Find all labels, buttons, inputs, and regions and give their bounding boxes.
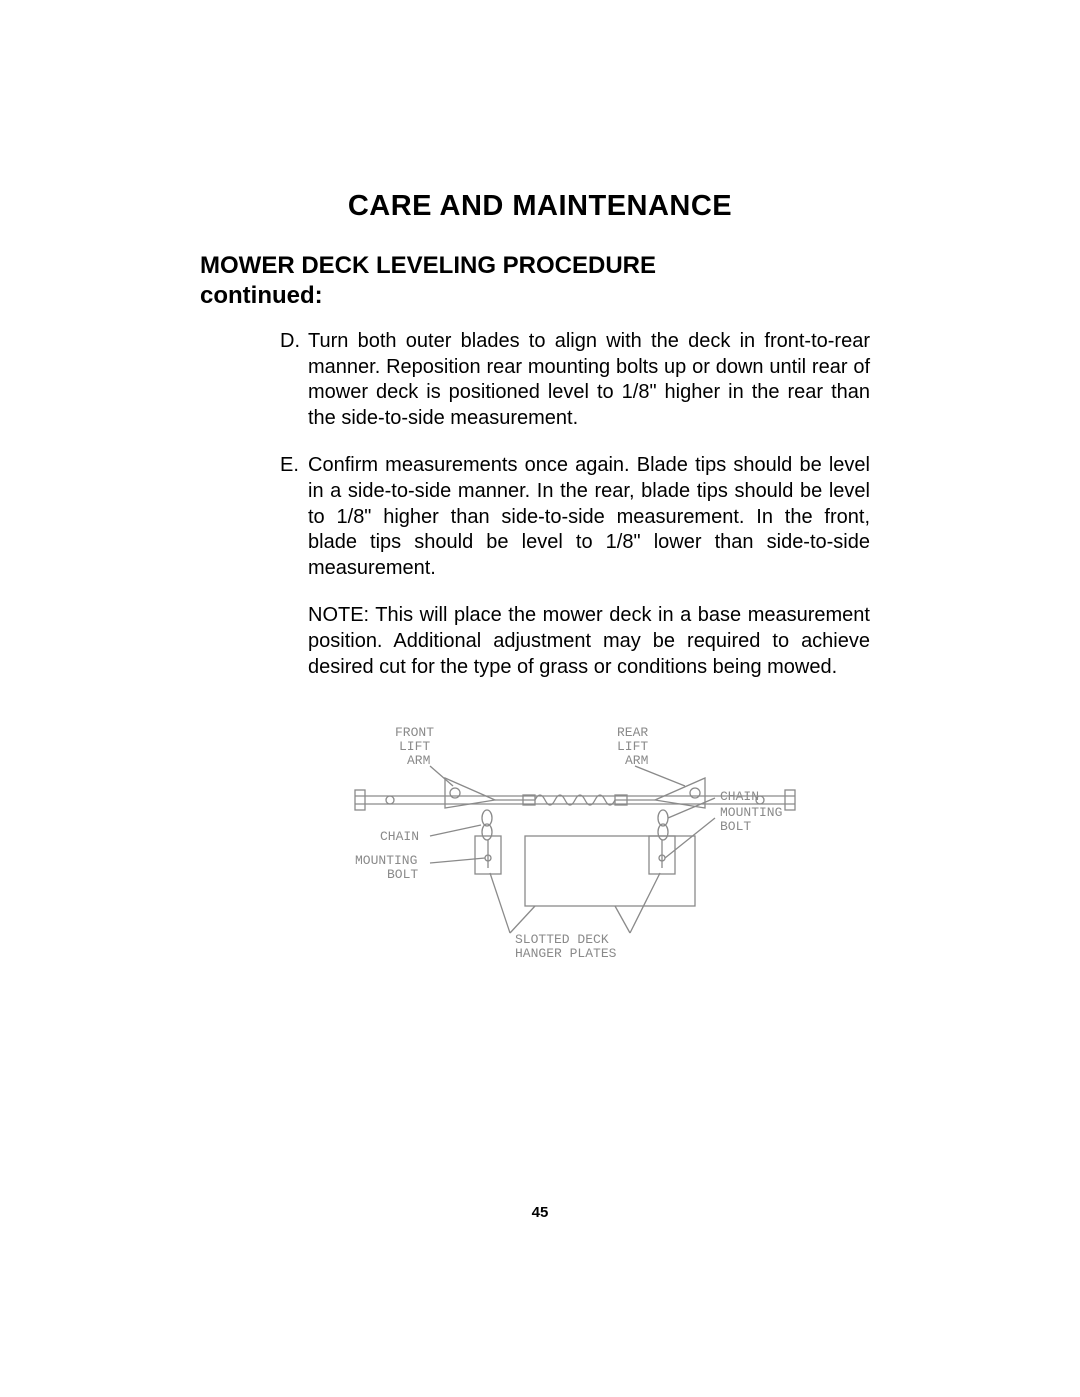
label-front-lift-arm-3: ARM (407, 753, 430, 768)
label-rear-lift-arm-1: REAR (617, 725, 648, 740)
paragraph-d: D. Turn both outer blades to align with … (280, 329, 870, 431)
label-rear-lift-arm-3: ARM (625, 753, 648, 768)
label-slotted-1: SLOTTED DECK (515, 932, 609, 947)
label-slotted-2: HANGER PLATES (515, 946, 617, 961)
label-front-lift-arm-2: LIFT (399, 739, 430, 754)
figure-container: FRONT LIFT ARM REAR LIFT ARM CHAIN CHAIN… (280, 718, 870, 968)
label-chain-right: CHAIN (720, 789, 759, 804)
paragraph-d-text: Turn both outer blades to align with the… (308, 329, 870, 431)
label-chain-left: CHAIN (380, 829, 419, 844)
label-mounting-bolt-left-1: MOUNTING (355, 853, 417, 868)
page-number: 45 (0, 1204, 1080, 1221)
document-page: CARE AND MAINTENANCE MOWER DECK LEVELING… (0, 0, 1080, 1397)
subtitle-line-2: continued: (200, 282, 323, 309)
label-mounting-bolt-left-2: BOLT (387, 867, 418, 882)
diagram-svg: FRONT LIFT ARM REAR LIFT ARM CHAIN CHAIN… (335, 718, 815, 968)
label-front-lift-arm-1: FRONT (395, 725, 434, 740)
label-mounting-bolt-right-1: MOUNTING (720, 805, 782, 820)
label-rear-lift-arm-2: LIFT (617, 739, 648, 754)
diagram-labels: FRONT LIFT ARM REAR LIFT ARM CHAIN CHAIN… (355, 725, 782, 961)
body-block: D. Turn both outer blades to align with … (200, 329, 880, 968)
paragraph-note: NOTE: This will place the mower deck in … (280, 603, 870, 680)
subtitle-line-1: MOWER DECK LEVELING PROCEDURE (200, 252, 656, 279)
paragraph-e: E. Confirm measurements once again. Blad… (280, 453, 870, 581)
paragraph-e-text: Confirm measurements once again. Blade t… (308, 453, 870, 581)
label-mounting-bolt-right-2: BOLT (720, 819, 751, 834)
paragraph-e-marker: E. (280, 453, 308, 581)
paragraph-d-marker: D. (280, 329, 308, 431)
section-subtitle: MOWER DECK LEVELING PROCEDURE continued: (200, 251, 880, 311)
page-title: CARE AND MAINTENANCE (200, 190, 880, 223)
